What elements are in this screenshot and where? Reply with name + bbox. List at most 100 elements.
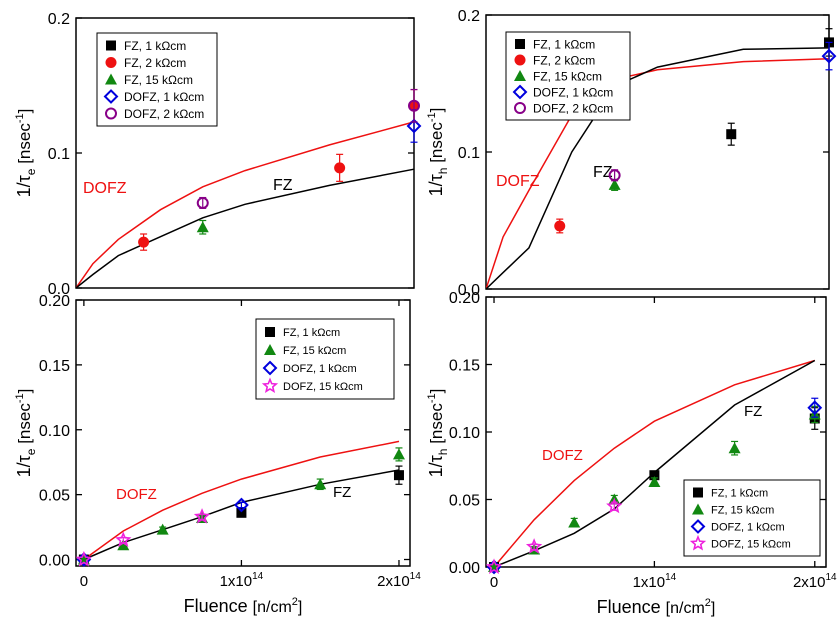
x-tick-label-base: 0 — [80, 573, 88, 590]
x-tick-label-exp: 14 — [252, 571, 264, 582]
curve-dofz — [83, 440, 400, 561]
curve-label-dofz: DOFZ — [496, 173, 540, 190]
x-tick-label-base: 1x10 — [633, 574, 666, 591]
x-tick-label-exp: 14 — [410, 571, 422, 582]
data-point — [525, 538, 543, 554]
curve-label-fz: FZ — [273, 177, 293, 194]
y-axis-label: 1/τh [nsec-1] — [426, 389, 450, 478]
y-axis-label: 1/τe [nsec-1] — [14, 109, 38, 198]
x-tick-label-exp: 14 — [825, 572, 837, 583]
legend-marker — [105, 107, 117, 120]
y-axis-label-close: ] — [427, 389, 446, 394]
y-axis-label-unit: [nsec — [15, 403, 34, 449]
legend-label: DOFZ, 1 kΩcm — [533, 86, 613, 100]
legend: FZ, 1 kΩcm FZ, 2 kΩcm FZ, 15 kΩcm DOFZ, 1 k… — [505, 31, 631, 121]
legend-label: DOFZ, 2 kΩcm — [533, 102, 613, 116]
legend-marker — [261, 377, 279, 393]
y-tick-label: 0.10 — [39, 423, 70, 440]
y-tick-label: 0.0 — [48, 281, 70, 298]
legend-marker — [514, 102, 526, 114]
x-tick-label-exp: 14 — [665, 572, 677, 583]
data-point — [334, 162, 346, 174]
curve-label-fz: FZ — [333, 484, 351, 501]
x-tick-label: 2x1014 — [377, 571, 421, 590]
y-axis: 0.00 0.05 0.10 0.15 0.20 — [449, 290, 826, 577]
y-tick-label: 0.15 — [39, 358, 70, 375]
legend-marker — [512, 84, 528, 100]
legend-label: FZ, 15 kΩcm — [124, 73, 193, 87]
data-point — [649, 470, 660, 481]
legend-marker — [693, 487, 703, 498]
y-axis: 0.00 0.05 0.10 0.15 0.20 — [39, 293, 410, 570]
legend-marker — [265, 327, 275, 337]
legend-label: FZ, 15 kΩcm — [283, 345, 346, 357]
chart-panel-bottom-left: 0.000.050.100.150.200 1x1014 2x1014Fluence… — [14, 293, 421, 616]
y-tick-label: 0.15 — [449, 358, 480, 375]
y-axis-label-close: ] — [15, 109, 34, 114]
y-axis-label-close: ] — [427, 108, 446, 113]
legend: FZ, 1 kΩcm FZ, 15 kΩcm DOFZ, 1 kΩcm DOFZ, 1… — [683, 479, 821, 557]
data-series — [75, 447, 405, 567]
y-axis-label-main: 1/τ — [426, 174, 446, 196]
x-tick-label: 1x1014 — [220, 571, 264, 590]
x-axis-label-close: ] — [298, 599, 302, 616]
x-tick-label-base: 2x10 — [793, 574, 826, 591]
legend-marker — [515, 39, 525, 49]
y-axis-label-unit: [nsec — [427, 122, 446, 168]
y-tick-label: 0.00 — [39, 553, 70, 570]
curve-label-dofz: DOFZ — [83, 180, 127, 197]
data-point — [648, 475, 661, 487]
y-tick-label: 0.1 — [48, 146, 70, 163]
data-point — [568, 516, 581, 528]
y-tick-label: 0.20 — [39, 293, 70, 310]
y-axis-label-close: ] — [15, 389, 34, 394]
y-axis-label-exp: -1 — [14, 393, 26, 403]
y-axis-label-main: 1/τ — [426, 455, 446, 477]
y-tick-label: 0.05 — [449, 493, 480, 510]
data-point — [406, 118, 422, 134]
legend-label: DOFZ, 1 kΩcm — [124, 90, 204, 104]
y-axis-label-exp: -1 — [14, 113, 26, 123]
x-tick-label: 0 — [80, 573, 88, 590]
series — [554, 218, 566, 234]
y-axis-label-sub: h — [436, 168, 450, 175]
legend-box — [505, 31, 631, 121]
data-series — [485, 397, 823, 575]
legend-marker — [692, 503, 704, 515]
y-tick-label: 0.1 — [458, 145, 480, 162]
y-tick-label: 0.0 — [458, 282, 480, 299]
data-point — [608, 178, 621, 190]
series — [196, 88, 420, 209]
y-axis-label: 1/τe [nsec-1] — [14, 389, 38, 478]
curve-dofz — [493, 359, 816, 567]
data-series — [138, 88, 422, 251]
curve-label-fz: FZ — [593, 164, 613, 181]
data-point — [392, 448, 405, 460]
y-tick-label: 0.00 — [449, 560, 480, 577]
y-tick-label: 0.2 — [458, 8, 480, 25]
data-point — [728, 442, 741, 454]
x-axis-label-exp: 2 — [292, 596, 298, 608]
curve-fz — [76, 168, 415, 288]
legend-marker — [105, 73, 117, 85]
data-series — [554, 28, 837, 234]
legend-label: FZ, 1 kΩcm — [711, 488, 768, 500]
data-point — [156, 523, 169, 535]
legend-label: FZ, 1 kΩcm — [124, 39, 186, 53]
x-axis-label-unit: [n/cm — [253, 599, 292, 616]
x-axis-label-exp: 2 — [705, 597, 711, 609]
series — [485, 497, 623, 574]
x-tick-label-base: 1x10 — [220, 573, 253, 590]
chart-panel-bottom-right: 0.000.050.100.150.200 1x1014 2x1014Fluence… — [426, 290, 837, 617]
curve-label-dofz: DOFZ — [542, 447, 583, 464]
data-point — [196, 221, 209, 233]
x-axis-label-close: ] — [711, 600, 715, 617]
x-tick-label: 2x1014 — [793, 572, 837, 591]
legend-marker — [105, 57, 117, 68]
legend-marker — [103, 89, 119, 104]
legend-marker — [264, 344, 276, 355]
legend-label: FZ, 2 kΩcm — [124, 56, 186, 70]
